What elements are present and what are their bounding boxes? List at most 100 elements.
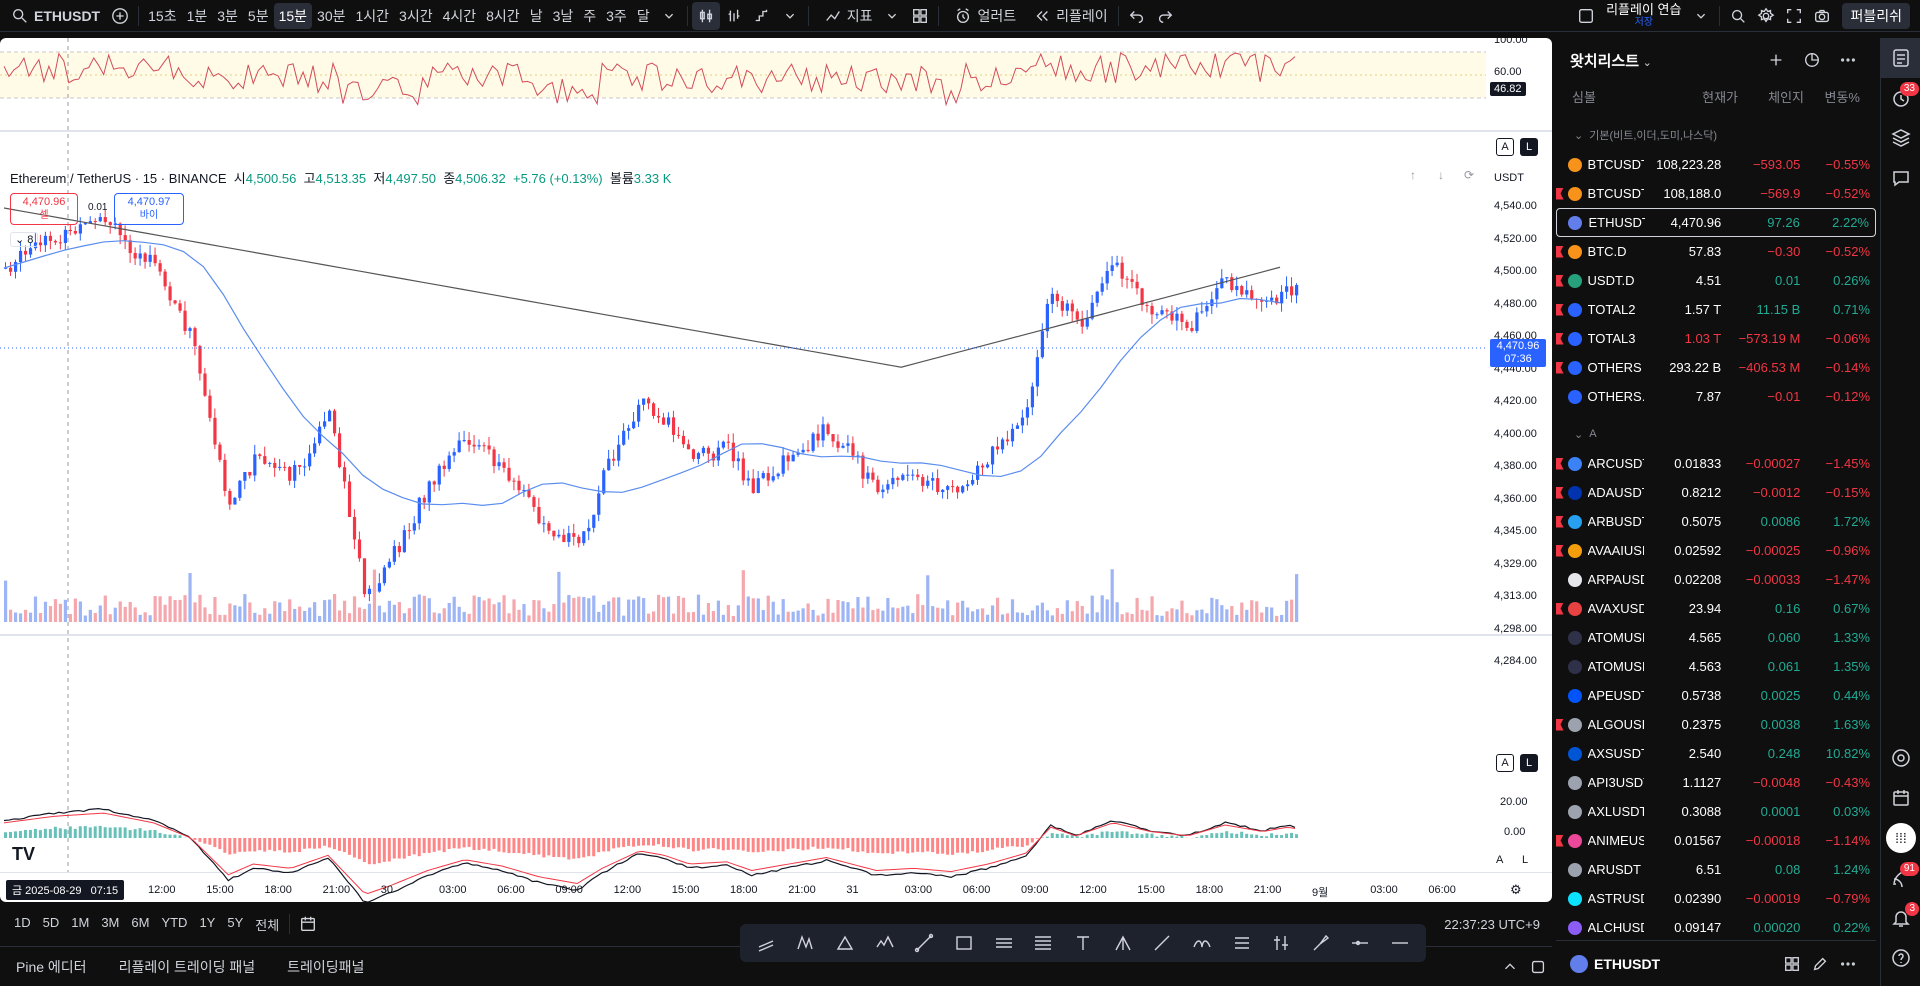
trend-channel-icon[interactable] <box>754 931 778 955</box>
range-2[interactable]: 1M <box>71 914 90 930</box>
chats-button[interactable] <box>1881 158 1920 198</box>
hotlists-button[interactable] <box>1881 738 1920 778</box>
flag-icon[interactable] <box>1556 806 1564 818</box>
flag-icon[interactable] <box>1556 777 1564 789</box>
bars-icon[interactable] <box>720 2 748 30</box>
watchlist-group-header[interactable]: ⌄ 기본(비트,이더,도미,나스닥) <box>1556 120 1876 150</box>
flag-icon[interactable] <box>1556 303 1564 316</box>
scroll-up-icon[interactable]: ↑ <box>1410 168 1416 182</box>
watchlist-title[interactable]: 왓치리스트 ⌄ <box>1570 50 1652 71</box>
clock-timezone[interactable]: 22:37:23 UTC+9 <box>1444 916 1540 932</box>
indicators-button[interactable]: 지표 <box>813 0 879 32</box>
horizontal-ray-icon[interactable] <box>1348 931 1372 955</box>
watchlist-row[interactable]: ADAUSDT 0.8212 −0.0012 −0.15% <box>1556 478 1876 507</box>
maximize-panel-icon[interactable] <box>1524 953 1552 981</box>
reset-icon[interactable]: ⟳ <box>1464 168 1475 182</box>
col-last[interactable]: 현재가 <box>1702 89 1738 105</box>
range-0[interactable]: 1D <box>14 914 31 930</box>
watchlist-row[interactable]: USDT.D 4.51 0.01 0.26% <box>1556 266 1876 295</box>
watchlist-row[interactable]: ALGOUSDT 0.2375 0.0038 1.63% <box>1556 710 1876 739</box>
replay-practice-layout[interactable]: 리플레이 연습 저장 <box>1600 3 1687 29</box>
trend-line-icon[interactable] <box>912 931 936 955</box>
redo-icon[interactable] <box>1151 2 1179 30</box>
watchlist-row[interactable]: ALCHUSDT 0.09147 0.00020 0.22% <box>1556 913 1876 942</box>
flag-icon[interactable] <box>1556 632 1564 644</box>
camera-icon[interactable] <box>1808 2 1836 30</box>
streams-button[interactable]: 91 <box>1881 858 1920 898</box>
timeframe-2[interactable]: 3분 <box>217 7 238 24</box>
watchlist-group-header[interactable]: ⌄ A <box>1556 419 1876 449</box>
brush-icon[interactable] <box>1309 931 1333 955</box>
range-5[interactable]: YTD <box>161 914 188 930</box>
col-pct[interactable]: 변동% <box>1824 89 1860 105</box>
watchlist-row[interactable]: AXLUSDT 0.3088 0.0001 0.03% <box>1556 797 1876 826</box>
layout-square-icon[interactable] <box>1572 2 1600 30</box>
flag-icon[interactable] <box>1556 748 1564 760</box>
flag-icon[interactable] <box>1556 332 1564 345</box>
scroll-down-icon[interactable]: ↓ <box>1438 168 1444 182</box>
flag-icon[interactable] <box>1556 187 1564 200</box>
compare-add-icon[interactable] <box>106 2 134 30</box>
flag-icon[interactable] <box>1556 834 1564 847</box>
xabcd-pattern-icon[interactable] <box>793 931 817 955</box>
alerts-sidebar-button[interactable]: 33 <box>1881 78 1920 118</box>
flag-icon[interactable] <box>1556 245 1564 258</box>
timeframe-5[interactable]: 30분 <box>317 7 346 24</box>
tab-replay-trading-panel[interactable]: 리플레이 트레이딩 패널 <box>118 958 256 975</box>
buy-button[interactable]: 4,470.97 바이 <box>114 193 184 225</box>
col-change[interactable]: 체인지 <box>1768 89 1804 105</box>
timeframe-14[interactable]: 달 <box>636 7 650 24</box>
chevron-down-icon[interactable] <box>1687 2 1715 30</box>
chevron-up-icon[interactable] <box>1496 953 1524 981</box>
watchlist-row[interactable]: AXSUSDT 2.540 0.248 10.82% <box>1556 739 1876 768</box>
timeframe-4[interactable]: 15분 <box>273 2 313 29</box>
watchlist-row[interactable]: OTHERS.D 7.87 −0.01 −0.12% <box>1556 382 1876 411</box>
undo-icon[interactable] <box>1123 2 1151 30</box>
main-auto-button[interactable]: A <box>1496 754 1514 772</box>
symbol-search[interactable]: ETHUSDT <box>0 0 106 32</box>
watchlist-row[interactable]: ANIMEUSDT 0.01567 −0.00018 −1.14% <box>1556 826 1876 855</box>
flag-icon[interactable] <box>1556 922 1564 934</box>
rsi-log-button[interactable]: L <box>1520 138 1538 156</box>
candles-icon[interactable] <box>691 1 720 30</box>
chevron-down-icon[interactable] <box>878 2 906 30</box>
calendar-range-icon[interactable] <box>294 910 322 938</box>
timeframe-9[interactable]: 8시간 <box>486 7 520 24</box>
watchlist-row[interactable]: ATOMUSDT 4.563 0.061 1.35% <box>1556 652 1876 681</box>
watchlist-row[interactable]: TOTAL2 1.57 T 11.15 B 0.71% <box>1556 295 1876 324</box>
flag-icon[interactable] <box>1556 602 1564 615</box>
watchlist-row[interactable]: AVAXUSDT 23.94 0.16 0.67% <box>1556 594 1876 623</box>
object-tree-button[interactable] <box>1881 118 1920 158</box>
more-icon[interactable] <box>1834 950 1862 978</box>
flag-icon[interactable] <box>1556 361 1564 374</box>
watchlist-row[interactable]: ARBUSDT 0.5075 0.0086 1.72% <box>1556 507 1876 536</box>
timeframe-10[interactable]: 날 <box>529 7 543 24</box>
advanced-view-icon[interactable] <box>1798 46 1826 74</box>
line-chart-icon[interactable] <box>748 2 776 30</box>
watchlist-row[interactable]: TOTAL3 1.03 T −573.19 M −0.06% <box>1556 324 1876 353</box>
products-button[interactable]: ⁞⁞⁞ <box>1886 823 1916 853</box>
watchlist-row[interactable]: ASTRUSDT 0.02390 −0.00019 −0.79% <box>1556 884 1876 913</box>
chart-area[interactable]: 100.00 60.00 46.82 A L Ethereum / Tether… <box>0 38 1552 902</box>
flag-icon[interactable] <box>1556 864 1564 876</box>
timeframe-13[interactable]: 3주 <box>606 7 627 24</box>
timeframe-0[interactable]: 15초 <box>148 7 177 24</box>
grid-icon[interactable] <box>1778 950 1806 978</box>
watchlist-row[interactable]: BTCUSDT 108,188.0 −569.9 −0.52% <box>1556 179 1876 208</box>
notifications-button[interactable]: 3 <box>1881 898 1920 938</box>
long-position-icon[interactable] <box>1269 931 1293 955</box>
watchlist-row[interactable]: APEUSDT 0.5738 0.0025 0.44% <box>1556 681 1876 710</box>
chart-canvas[interactable] <box>0 38 1552 902</box>
calendar-button[interactable] <box>1881 778 1920 818</box>
timeframe-3[interactable]: 5분 <box>247 7 269 24</box>
main-log-button[interactable]: L <box>1520 754 1538 772</box>
add-symbol-icon[interactable] <box>1762 46 1790 74</box>
watchlist-row[interactable]: ETHUSDT 4,470.96 97.26 2.22% <box>1556 208 1876 237</box>
macd-log-button[interactable]: L <box>1522 854 1529 866</box>
watchlist-row[interactable]: BTCUSDT 108,223.28 −593.05 −0.55% <box>1556 150 1876 179</box>
range-3[interactable]: 3M <box>101 914 120 930</box>
publish-button[interactable]: 퍼블리쉬 <box>1842 2 1910 29</box>
text-icon[interactable] <box>1071 931 1095 955</box>
quick-search-icon[interactable] <box>1724 2 1752 30</box>
tab-pine-editor[interactable]: Pine 에디터 <box>16 958 87 975</box>
